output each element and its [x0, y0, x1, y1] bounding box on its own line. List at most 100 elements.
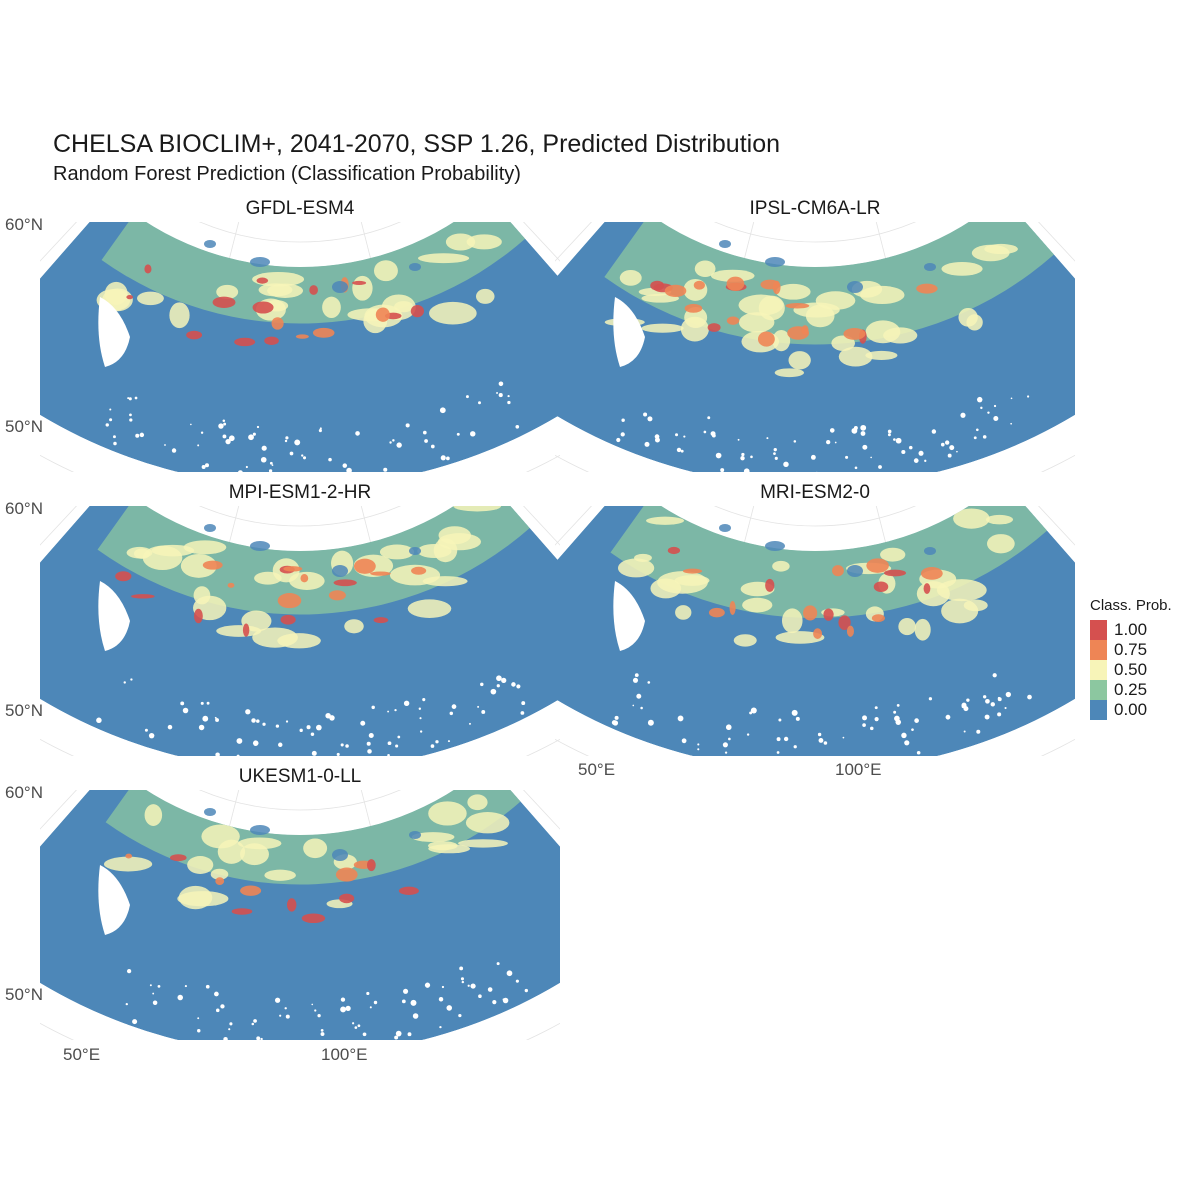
mid-probability-patch [953, 508, 990, 529]
mid-probability-patch [373, 260, 398, 282]
no-data-speckle [262, 722, 266, 726]
no-data-speckle [200, 701, 204, 705]
no-data-speckle [422, 698, 426, 702]
no-data-speckle [492, 1000, 497, 1005]
no-data-speckle [301, 454, 304, 457]
no-data-speckle [256, 1036, 261, 1040]
legend-swatch [1090, 620, 1107, 640]
island [924, 263, 936, 271]
no-data-speckle [460, 977, 465, 981]
mid-probability-patch [180, 553, 217, 578]
high-probability-patch [333, 579, 357, 587]
no-data-speckle [520, 711, 525, 715]
high-probability-patch [693, 280, 705, 290]
no-data-speckle [874, 706, 878, 710]
no-data-speckle [778, 718, 782, 722]
legend-swatch [1090, 700, 1107, 720]
no-data-speckle [893, 710, 897, 714]
no-data-speckle [424, 439, 428, 443]
no-data-speckle [320, 1032, 325, 1037]
mid-probability-patch [880, 547, 906, 562]
no-data-speckle [215, 1008, 220, 1013]
island [719, 524, 731, 532]
mid-probability-patch [641, 293, 680, 303]
island [765, 541, 785, 551]
high-probability-patch [398, 886, 419, 896]
no-data-speckle [316, 724, 322, 731]
probability-raster [40, 506, 560, 756]
no-data-speckle [826, 439, 831, 445]
no-data-speckle [997, 697, 1002, 702]
no-data-speckle [314, 1009, 317, 1012]
no-data-speckle [197, 444, 200, 447]
high-probability-patch [115, 571, 132, 582]
no-data-speckle [896, 704, 900, 707]
no-data-speckle [621, 418, 625, 422]
legend-label: 0.75 [1114, 640, 1148, 659]
no-data-speckle [887, 429, 892, 434]
facet-title: IPSL-CM6A-LR [749, 198, 881, 219]
no-data-speckle [285, 436, 289, 440]
legend-entry: 1.00 [1090, 620, 1172, 640]
no-data-speckle [507, 400, 511, 405]
no-data-speckle [422, 430, 427, 435]
no-data-speckle [197, 1029, 201, 1033]
no-data-speckle [1005, 691, 1012, 698]
mid-probability-patch [475, 288, 495, 304]
no-data-speckle [352, 1022, 355, 1025]
island [924, 547, 936, 555]
facet-map [40, 790, 560, 1040]
island [765, 257, 785, 267]
plot-title: CHELSA BIOCLIM+, 2041-2070, SSP 1.26, Pr… [53, 130, 781, 158]
no-data-speckle [640, 706, 643, 710]
mid-probability-patch [183, 540, 227, 555]
no-data-speckle [403, 988, 409, 994]
no-data-speckle [913, 458, 919, 463]
high-probability-patch [301, 913, 326, 924]
no-data-speckle [511, 682, 516, 687]
no-data-speckle [366, 991, 370, 996]
no-data-speckle [260, 1037, 263, 1040]
no-data-speckle [205, 984, 210, 989]
no-data-speckle [683, 435, 686, 438]
lat-label-50: 50°N [5, 985, 43, 1004]
no-data-speckle [783, 736, 789, 742]
mid-probability-patch [352, 275, 373, 301]
no-data-speckle [113, 435, 116, 439]
high-probability-patch [923, 583, 931, 595]
lat-label-60: 60°N [5, 499, 43, 518]
no-data-speckle [893, 438, 896, 441]
no-data-speckle [728, 737, 731, 741]
no-data-speckle [997, 712, 1002, 717]
no-data-speckle [397, 735, 401, 739]
mid-probability-patch [675, 605, 692, 620]
mid-probability-patch [916, 581, 950, 607]
no-data-speckle [317, 1013, 321, 1018]
no-data-speckle [228, 1028, 231, 1031]
no-data-speckle [149, 984, 152, 987]
no-data-speckle [823, 741, 828, 745]
legend-swatch [1090, 660, 1107, 680]
high-probability-patch [339, 893, 355, 904]
graticule-line [199, 222, 401, 243]
island [332, 281, 348, 293]
high-probability-patch [169, 854, 187, 862]
no-data-speckle [874, 717, 879, 722]
no-data-speckle [251, 718, 256, 723]
no-data-speckle [336, 752, 340, 756]
mid-probability-patch [144, 804, 163, 827]
legend-label: 0.25 [1114, 680, 1148, 699]
mid-probability-patch [865, 350, 898, 360]
high-probability-patch [873, 581, 889, 593]
no-data-speckle [810, 454, 816, 460]
mid-probability-patch [103, 856, 153, 872]
no-data-speckle [424, 982, 431, 988]
no-data-speckle [387, 741, 392, 746]
no-data-speckle [982, 435, 987, 439]
no-data-speckle [506, 970, 513, 977]
no-data-speckle [167, 724, 173, 730]
mid-probability-patch [303, 838, 328, 859]
no-data-speckle [449, 711, 454, 716]
no-data-speckle [773, 448, 777, 452]
island [409, 547, 421, 555]
